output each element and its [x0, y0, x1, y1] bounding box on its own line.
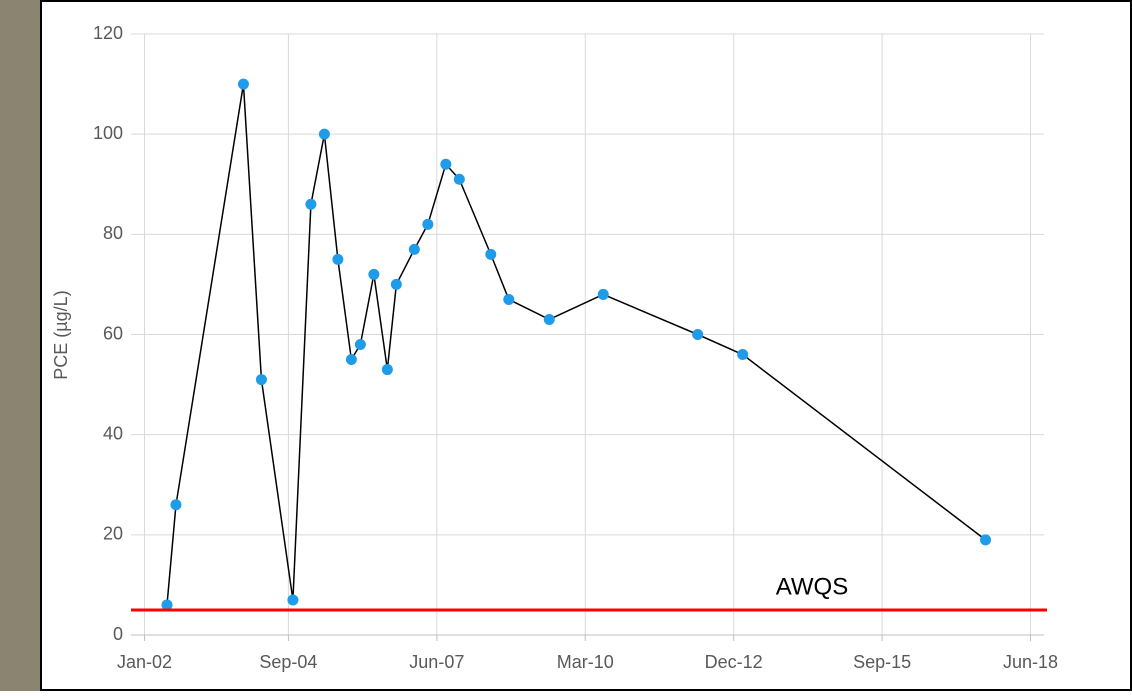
data-point — [319, 129, 330, 140]
y-tick-label: 60 — [103, 323, 123, 343]
data-point — [454, 174, 465, 185]
data-point — [355, 339, 366, 350]
data-point — [544, 314, 555, 325]
data-point — [980, 534, 991, 545]
x-tick-label: Dec-12 — [705, 652, 763, 672]
data-point — [256, 374, 267, 385]
y-tick-label: 0 — [113, 624, 123, 644]
y-tick-label: 20 — [103, 524, 123, 544]
x-tick-label: Sep-15 — [853, 652, 911, 672]
data-point — [737, 349, 748, 360]
y-tick-label: 80 — [103, 223, 123, 243]
data-point — [409, 244, 420, 255]
data-point — [170, 499, 181, 510]
data-point — [368, 269, 379, 280]
chart: PCE (µg/L) 0 20 40 60 80 100 120 Jan-02 Sep-04 Ju… — [0, 0, 1132, 691]
data-point — [238, 79, 249, 90]
chart-frame — [41, 1, 1131, 690]
threshold-label: AWQS — [776, 573, 848, 600]
x-tick-label: Jan-02 — [117, 652, 172, 672]
data-point — [503, 294, 514, 305]
data-point — [692, 329, 703, 340]
x-tick-label: Jun-18 — [1003, 652, 1058, 672]
data-point — [485, 249, 496, 260]
data-point — [598, 289, 609, 300]
x-tick-label: Mar-10 — [557, 652, 614, 672]
data-point — [305, 199, 316, 210]
y-tick-label: 40 — [103, 423, 123, 443]
y-tick-label: 100 — [93, 123, 123, 143]
y-axis-label: PCE (µg/L) — [51, 290, 71, 379]
x-tick-label: Jun-07 — [409, 652, 464, 672]
data-point — [332, 254, 343, 265]
data-point — [440, 159, 451, 170]
data-point — [422, 219, 433, 230]
background-imagery — [0, 0, 42, 691]
data-point — [346, 354, 357, 365]
data-point — [391, 279, 402, 290]
y-tick-label: 120 — [93, 23, 123, 43]
data-point — [382, 364, 393, 375]
x-tick-label: Sep-04 — [259, 652, 317, 672]
data-point — [287, 594, 298, 605]
